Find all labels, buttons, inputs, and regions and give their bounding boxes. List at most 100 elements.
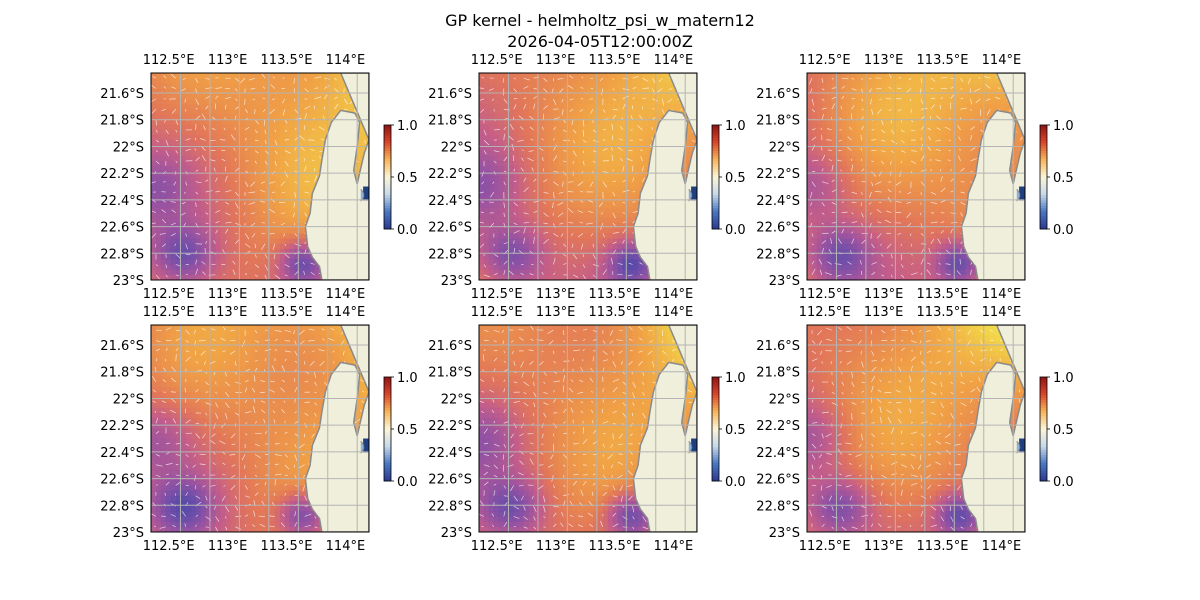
x-tick-label-top: 112.5°E	[799, 305, 851, 320]
colorbar-tick-label: 0.5	[1053, 171, 1074, 186]
x-tick-label-top: 113.5°E	[917, 53, 969, 68]
x-tick-label-bottom: 113.5°E	[261, 539, 313, 554]
x-tick-label-top: 114°E	[326, 53, 366, 68]
x-tick-label-top: 113°E	[208, 305, 248, 320]
y-tick-label: 22.4°S	[428, 194, 472, 209]
map-panel-3: 112.5°E 112.5°E 113°E 113°E 113.5°E 113.5°E 11…	[756, 53, 1073, 302]
y-tick-label: 22.8°S	[756, 247, 800, 262]
x-tick-label-bottom: 113.5°E	[917, 539, 969, 554]
map-field	[807, 325, 1025, 532]
colorbar-tick-label: 1.0	[1053, 371, 1074, 386]
colorbar-tick-label: 0.0	[1053, 223, 1074, 238]
y-tick-label: 21.8°S	[428, 366, 472, 381]
y-tick-label: 23°S	[113, 526, 144, 541]
gridlines	[479, 73, 697, 280]
x-tick-label-bottom: 113.5°E	[589, 539, 641, 554]
x-tick-label-bottom: 113°E	[536, 287, 576, 302]
figure-title-line1: GP kernel - helmholtz_psi_w_matern12	[445, 11, 755, 30]
y-tick-label: 21.8°S	[756, 366, 800, 381]
colorbar-tick-label: 0.5	[397, 423, 418, 438]
x-tick-label-top: 113.5°E	[589, 305, 641, 320]
colorbar-tick-label: 0.0	[397, 475, 418, 490]
inlet-patch	[691, 186, 697, 201]
inlet-patch	[1019, 438, 1025, 453]
y-tick-label: 22.2°S	[100, 167, 144, 182]
x-tick-label-top: 114°E	[654, 53, 694, 68]
inlet-patch	[691, 438, 697, 453]
x-tick-label-top: 114°E	[982, 305, 1022, 320]
y-tick-label: 22°S	[441, 392, 472, 407]
x-tick-label-bottom: 112.5°E	[143, 539, 195, 554]
quiver-field	[151, 326, 369, 532]
x-tick-label-bottom: 113.5°E	[261, 287, 313, 302]
y-tick-label: 23°S	[769, 526, 800, 541]
x-tick-label-bottom: 113°E	[864, 539, 904, 554]
y-tick-label: 23°S	[441, 526, 472, 541]
map-frame	[150, 72, 370, 281]
x-tick-label-bottom: 114°E	[982, 287, 1022, 302]
y-tick-label: 22.8°S	[756, 499, 800, 514]
y-tick-label: 22°S	[769, 140, 800, 155]
x-tick-label-top: 113.5°E	[917, 305, 969, 320]
inlet-patch	[363, 186, 369, 201]
y-tick-label: 22.4°S	[100, 446, 144, 461]
x-tick-label-bottom: 114°E	[326, 287, 366, 302]
y-tick-label: 21.6°S	[756, 339, 800, 354]
y-tick-label: 21.6°S	[100, 87, 144, 102]
colorbar: 0.0 0.5 1.0	[711, 119, 746, 238]
y-tick-label: 22.8°S	[428, 247, 472, 262]
colorbar-tick-label: 0.5	[397, 171, 418, 186]
colorbar: 0.0 0.5 1.0	[1039, 371, 1074, 490]
y-tick-label: 22.2°S	[756, 419, 800, 434]
x-tick-label-bottom: 112.5°E	[471, 539, 523, 554]
y-tick-label: 22.6°S	[428, 221, 472, 236]
y-tick-label: 21.8°S	[428, 114, 472, 129]
y-tick-label: 22.8°S	[428, 499, 472, 514]
map-field	[151, 325, 369, 532]
colorbar-tick-label: 0.0	[1053, 475, 1074, 490]
x-tick-label-bottom: 114°E	[654, 539, 694, 554]
x-tick-label-top: 112.5°E	[143, 305, 195, 320]
map-field	[479, 73, 697, 280]
y-tick-label: 21.6°S	[100, 339, 144, 354]
colorbar-tick-label: 0.0	[725, 223, 746, 238]
inlet-patch	[363, 438, 369, 453]
colorbar-tick-label: 0.5	[725, 171, 746, 186]
y-tick-label: 22.2°S	[428, 419, 472, 434]
x-tick-label-top: 113°E	[864, 53, 904, 68]
x-tick-label-top: 114°E	[982, 53, 1022, 68]
y-tick-label: 22.4°S	[428, 446, 472, 461]
y-tick-label: 22°S	[441, 140, 472, 155]
x-tick-label-top: 112.5°E	[143, 53, 195, 68]
y-tick-label: 22°S	[113, 392, 144, 407]
colorbar: 0.0 0.5 1.0	[383, 119, 418, 238]
y-tick-label: 21.8°S	[756, 114, 800, 129]
map-frame	[150, 324, 370, 533]
x-tick-label-bottom: 114°E	[982, 539, 1022, 554]
colorbar: 0.0 0.5 1.0	[383, 371, 418, 490]
x-tick-label-top: 113°E	[536, 305, 576, 320]
y-tick-label: 23°S	[769, 274, 800, 289]
map-frame	[478, 72, 698, 281]
y-tick-label: 22.8°S	[100, 499, 144, 514]
x-tick-label-top: 114°E	[654, 305, 694, 320]
map-field	[807, 73, 1025, 280]
colorbar-tick-label: 0.5	[725, 423, 746, 438]
x-tick-label-bottom: 113°E	[208, 287, 248, 302]
x-tick-label-bottom: 112.5°E	[799, 287, 851, 302]
figure-title: GP kernel - helmholtz_psi_w_matern12 202…	[0, 10, 1200, 52]
colorbar-tick-label: 0.0	[397, 223, 418, 238]
x-tick-label-top: 112.5°E	[471, 53, 523, 68]
x-tick-label-bottom: 113°E	[536, 539, 576, 554]
colorbar-tick-label: 1.0	[725, 371, 746, 386]
x-tick-label-top: 113.5°E	[589, 53, 641, 68]
gridlines	[151, 325, 369, 532]
y-tick-label: 22.8°S	[100, 247, 144, 262]
x-tick-label-bottom: 113.5°E	[917, 287, 969, 302]
x-tick-label-bottom: 114°E	[654, 287, 694, 302]
map-frame	[478, 324, 698, 533]
x-tick-label-top: 113°E	[208, 53, 248, 68]
x-tick-label-top: 113.5°E	[261, 53, 313, 68]
y-tick-label: 21.6°S	[756, 87, 800, 102]
